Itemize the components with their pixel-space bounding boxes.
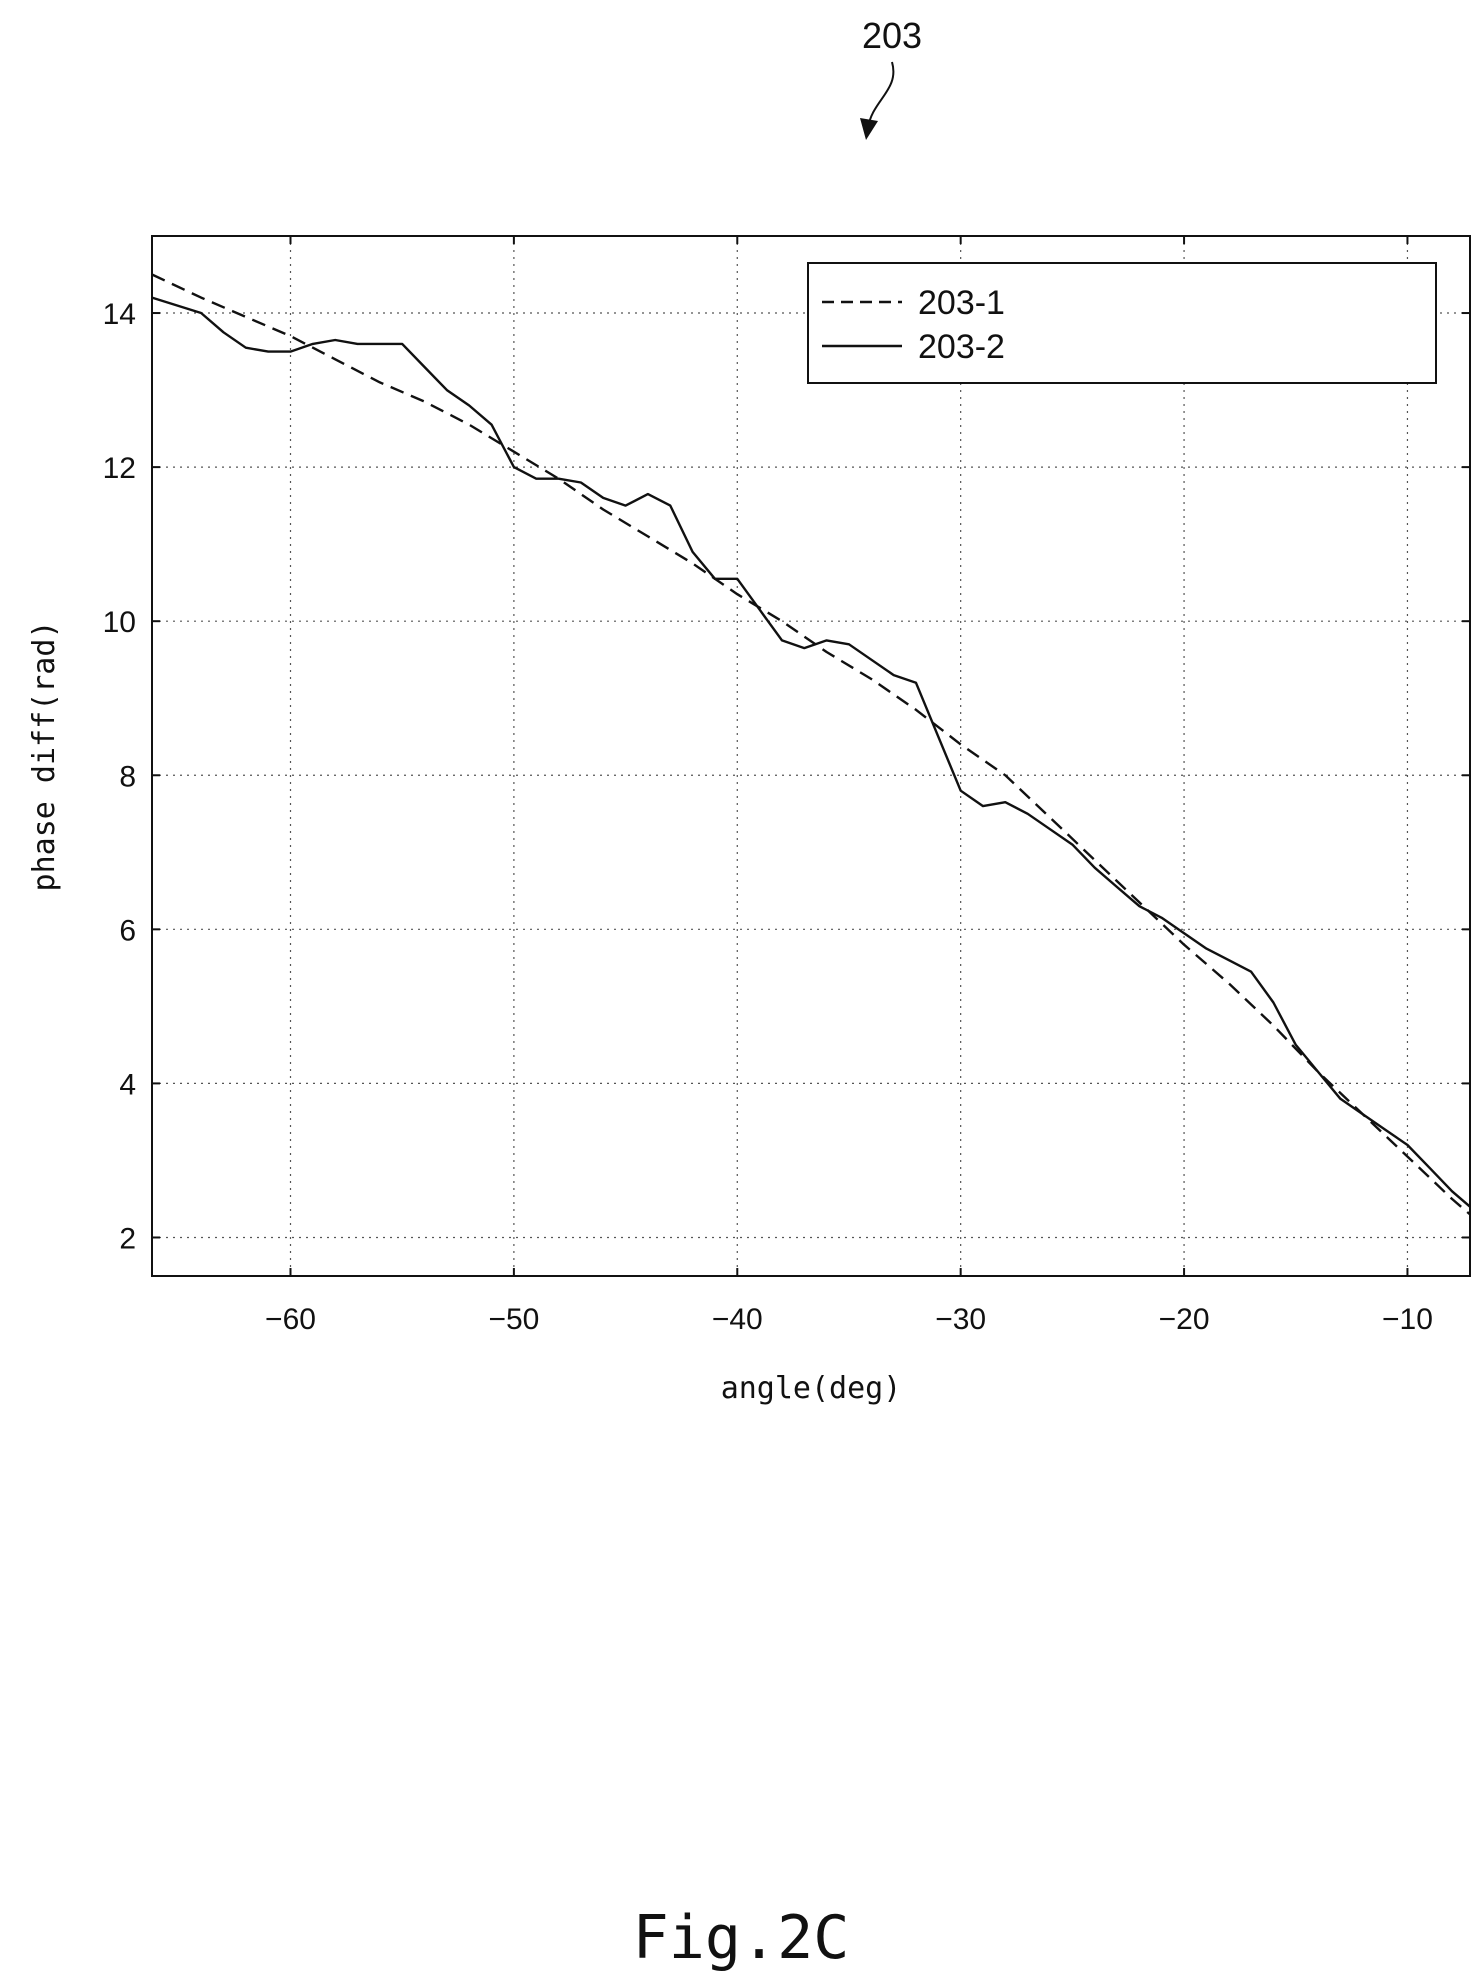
plot-background [152,236,1470,1276]
reference-arrowhead-icon [860,118,878,140]
legend-box [807,262,1437,384]
legend-label-203-2: 203-2 [918,328,1005,366]
x-axis-ticks: −60 −50 −40 −30 −20 −10 [265,236,1433,1336]
y-axis-title: phase diff(rad) [27,621,62,892]
y-tick-label: 6 [119,914,136,947]
series-line-203-2 [151,296,1471,1208]
y-tick-label: 14 [103,298,136,331]
x-tick-label: −50 [488,1303,539,1336]
series-layer [151,273,1471,1216]
x-tick-label: −10 [1382,1303,1433,1336]
x-tick-label: −60 [265,1303,316,1336]
legend-label-203-1: 203-1 [918,284,1005,322]
y-tick-label: 8 [119,760,136,793]
x-tick-label: −20 [1159,1303,1210,1336]
y-tick-label: 12 [103,452,136,485]
plot-area [151,235,1471,1277]
x-axis-title: angle(deg) [721,1371,902,1406]
plot-frame [151,235,1471,1277]
reference-leader-line [867,61,895,129]
x-tick-label: −30 [935,1303,986,1336]
y-tick-label: 4 [119,1068,136,1101]
series-line-203-1 [151,273,1471,1216]
y-tick-label: 2 [119,1222,136,1255]
y-axis-ticks: 2 4 6 8 10 12 14 [103,298,1470,1255]
figure-caption: Fig.2C [633,1903,850,1973]
legend: 203-1 203-2 [807,262,1437,384]
x-tick-label: −40 [712,1303,763,1336]
reference-label: 203 [862,15,922,56]
y-tick-label: 10 [103,606,136,639]
